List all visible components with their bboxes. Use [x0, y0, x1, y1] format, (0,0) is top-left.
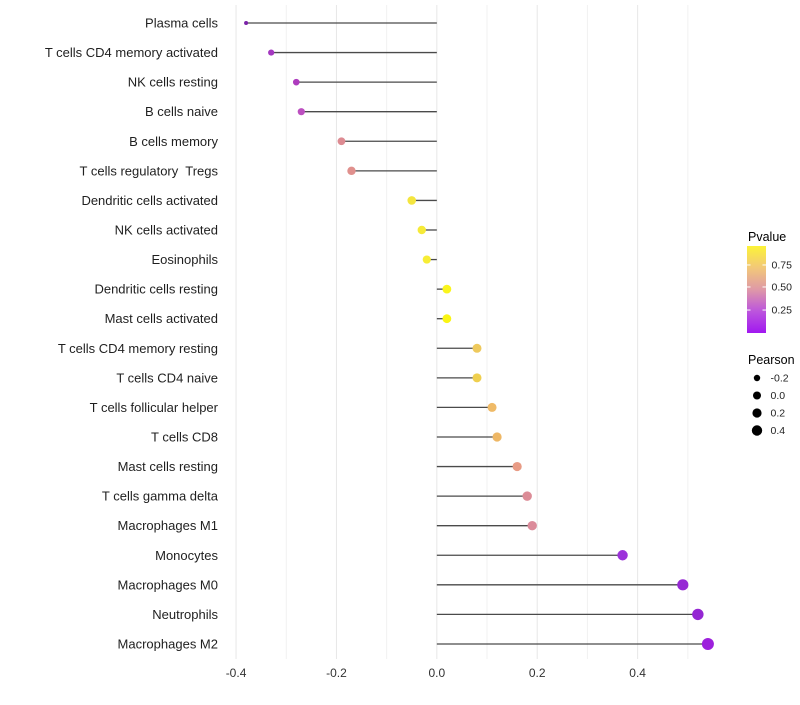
- y-axis-label: T cells gamma delta: [102, 489, 219, 504]
- x-axis: -0.4 -0.2 0.0 0.2 0.4: [226, 666, 647, 680]
- y-axis-label: T cells CD4 memory activated: [45, 45, 218, 60]
- x-axis-tick-label: -0.2: [326, 666, 347, 680]
- pvalue-gradient-bar: [747, 246, 766, 333]
- lollipop-dot: [268, 49, 275, 56]
- y-axis-label: Monocytes: [155, 548, 218, 563]
- lollipop-dot: [692, 608, 704, 621]
- x-axis-tick-label: -0.4: [226, 666, 247, 680]
- pearson-legend-dot: [752, 408, 762, 418]
- gridlines: [235, 5, 689, 659]
- pearson-legend-dot: [753, 391, 761, 400]
- y-axis-label: Dendritic cells activated: [81, 193, 218, 208]
- x-axis-tick-label: 0.4: [629, 666, 646, 680]
- lollipop-rows: Plasma cells T cells CD4 memory activated…: [45, 16, 714, 651]
- pearson-legend-label: 0.2: [771, 408, 786, 420]
- pearson-legend-label: -0.2: [771, 373, 789, 385]
- lollipop-dot: [407, 196, 417, 205]
- lollipop-dot: [527, 520, 537, 531]
- lollipop-dot: [417, 225, 426, 235]
- lollipop-dot: [492, 432, 502, 442]
- pvalue-tick-label: 0.25: [772, 305, 793, 317]
- pearson-legend-label: 0.0: [771, 390, 786, 402]
- y-axis-label: Macrophages M2: [118, 636, 218, 651]
- lollipop-dot: [337, 137, 346, 146]
- lollipop-dot: [297, 108, 305, 116]
- lollipop-dot: [512, 461, 522, 472]
- lollipop-dot: [244, 21, 249, 25]
- y-axis-label: NK cells activated: [115, 222, 218, 237]
- lollipop-dot: [347, 166, 356, 176]
- y-axis-label: B cells memory: [129, 134, 218, 149]
- lollipop-dot: [617, 550, 628, 561]
- pvalue-legend: Pvalue 0.75 0.50 0.25: [747, 230, 792, 333]
- pearson-legend-dot: [751, 425, 763, 436]
- y-axis-label: T cells CD4 naive: [116, 370, 218, 385]
- y-axis-label: NK cells resting: [128, 75, 218, 90]
- pearson-legend-title: Pearson: [748, 353, 795, 367]
- lollipop-dot: [487, 402, 497, 412]
- lollipop-dot: [701, 637, 714, 650]
- y-axis-label: Mast cells resting: [118, 459, 218, 474]
- pvalue-tick-label: 0.50: [772, 281, 793, 293]
- y-axis-label: T cells CD8: [151, 429, 218, 444]
- y-axis-label: Mast cells activated: [105, 311, 218, 326]
- lollipop-dot: [472, 373, 482, 383]
- pvalue-legend-title: Pvalue: [748, 230, 786, 244]
- pvalue-tick-label: 0.75: [772, 259, 793, 271]
- y-axis-label: Eosinophils: [152, 252, 219, 267]
- pearson-legend-label: 0.4: [771, 425, 786, 437]
- x-axis-tick-label: 0.2: [529, 666, 546, 680]
- pearson-legend-dot: [753, 374, 761, 382]
- lollipop-dot: [292, 78, 300, 86]
- y-axis-label: T cells follicular helper: [90, 400, 219, 415]
- y-axis-label: B cells naive: [145, 104, 218, 119]
- y-axis-label: Plasma cells: [145, 16, 218, 31]
- y-axis-label: T cells CD4 memory resting: [58, 341, 218, 356]
- pearson-legend: Pearson -0.2 0.0 0.2 0.4: [748, 353, 795, 437]
- y-axis-label: Macrophages M0: [118, 577, 218, 592]
- y-axis-label: Dendritic cells resting: [94, 282, 218, 297]
- y-axis-label: Macrophages M1: [118, 518, 218, 533]
- lollipop-dot: [422, 255, 431, 264]
- lollipop-dot: [442, 314, 452, 324]
- lollipop-dot: [472, 343, 482, 353]
- lollipop-dot: [677, 579, 689, 591]
- x-axis-tick-label: 0.0: [428, 666, 445, 680]
- y-axis-label: T cells regulatory Tregs: [80, 163, 219, 178]
- lollipop-dot: [522, 491, 532, 501]
- y-axis-label: Neutrophils: [152, 607, 218, 622]
- lollipop-dot: [442, 284, 452, 294]
